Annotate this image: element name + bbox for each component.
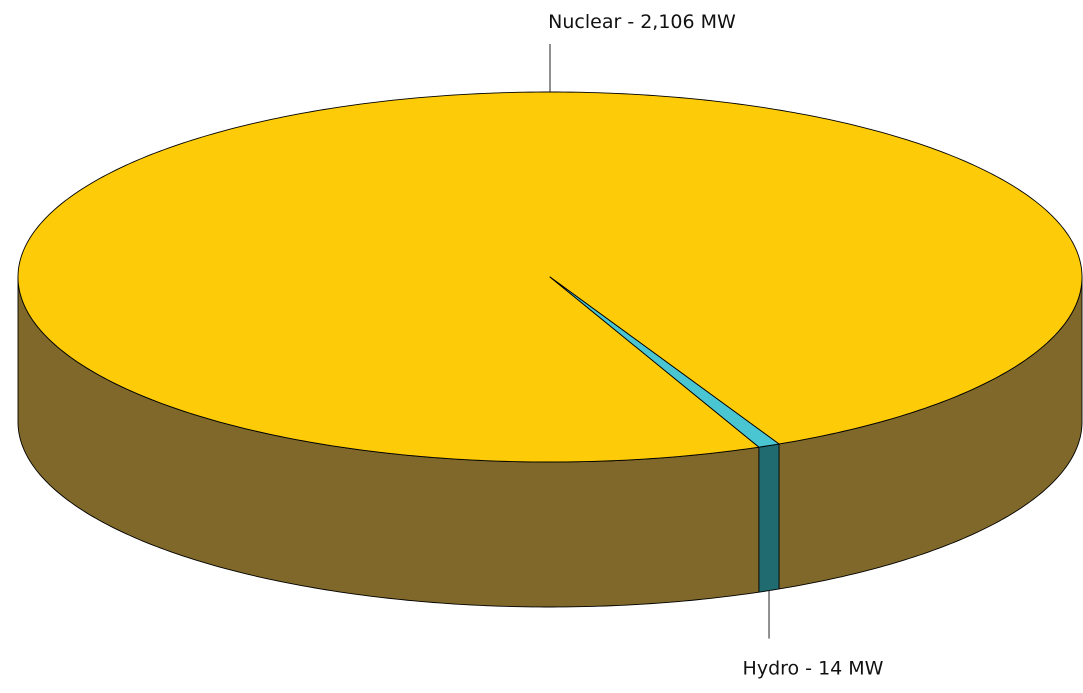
pie-sides [17, 276, 1083, 608]
slice-label-nuclear: Nuclear - 2,106 MW [548, 11, 736, 33]
slice-label-hydro: Hydro - 14 MW [743, 658, 884, 680]
pie-tops [17, 91, 1083, 463]
slice-side-hydro [758, 443, 780, 593]
slice-top-hydro [549, 276, 780, 448]
pie-labels: Hydro - 14 MW Nuclear - 2,106 MW [548, 11, 884, 680]
